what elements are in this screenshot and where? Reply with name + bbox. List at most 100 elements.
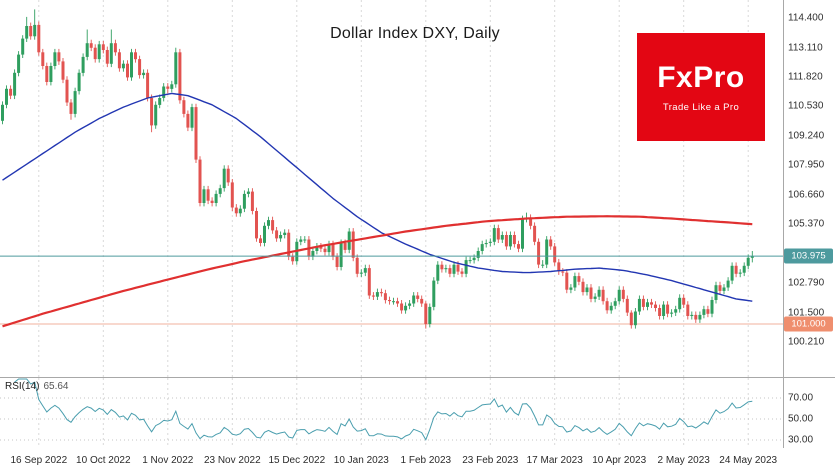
- candle-down: [65, 79, 69, 103]
- candle-down: [666, 304, 670, 314]
- candle-down: [456, 264, 460, 272]
- candle-up: [746, 257, 750, 266]
- candle-up: [674, 309, 678, 313]
- candle-up: [33, 24, 37, 37]
- price-axis-label: 101.500: [788, 307, 825, 319]
- candle-down: [517, 244, 520, 249]
- candle-up: [436, 264, 440, 281]
- candle-up: [97, 44, 101, 60]
- candle-up: [85, 43, 89, 57]
- candle-up: [726, 280, 730, 288]
- rsi-axis-label: 50.00: [788, 413, 814, 425]
- candle-down: [529, 217, 533, 226]
- candle-up: [202, 189, 206, 203]
- candle-down: [718, 285, 722, 291]
- candle-down: [440, 264, 444, 270]
- candle-up: [573, 276, 577, 288]
- fxpro-logo-text: FxPro: [657, 61, 745, 94]
- time-axis[interactable]: 16 Sep 2022 10 Oct 2022 1 Nov 2022 23 Nov 2…: [0, 448, 835, 470]
- candle-up: [339, 243, 343, 267]
- candle-down: [61, 61, 65, 80]
- candle-up: [242, 193, 246, 209]
- candle-down: [101, 44, 105, 50]
- price-axis-label: 107.950: [788, 159, 825, 171]
- candle-down: [654, 304, 657, 308]
- time-axis-label: 15 Dec 2022: [268, 455, 326, 466]
- price-axis-separator: [783, 0, 784, 448]
- candle-down: [178, 52, 182, 101]
- time-axis-label: 10 Apr 2023: [592, 455, 647, 466]
- candle-up: [77, 72, 81, 92]
- support-level-badge: 101.000: [784, 316, 833, 332]
- price-axis-label: 106.660: [788, 189, 825, 201]
- candle-down: [343, 243, 347, 250]
- price-axis-label: 113.110: [788, 42, 823, 53]
- candle-up: [464, 260, 468, 274]
- candle-down: [186, 113, 190, 128]
- candle-up: [710, 300, 714, 314]
- candle-down: [565, 272, 569, 290]
- candle-up: [375, 292, 379, 297]
- candle-down: [625, 298, 629, 313]
- rsi-plot[interactable]: [0, 378, 783, 448]
- time-axis-label: 1 Nov 2022: [142, 455, 194, 466]
- fxpro-logo-tagline: Trade Like a Pro: [662, 102, 740, 113]
- price-axis[interactable]: 114.400 113.110 111.820 110.530 109.240 107.9…: [783, 0, 835, 448]
- candle-down: [351, 231, 355, 258]
- candle-up: [49, 66, 53, 82]
- candle-up: [303, 239, 307, 241]
- candle-down: [57, 52, 61, 62]
- candle-down: [400, 303, 404, 311]
- candle-down: [694, 314, 698, 320]
- candle-up: [750, 256, 754, 258]
- candle-up: [25, 26, 29, 39]
- time-axis-label: 1 Feb 2023: [400, 455, 452, 466]
- price-axis-label: 109.240: [788, 130, 825, 142]
- rsi-line: [14, 378, 753, 441]
- candle-down: [589, 287, 593, 299]
- price-axis-label: 105.370: [788, 218, 825, 230]
- candle-up: [670, 312, 674, 314]
- candle-up: [238, 208, 242, 214]
- candle-down: [379, 292, 383, 294]
- candle-up: [170, 84, 174, 89]
- candle-up: [722, 287, 726, 291]
- candle-up: [678, 297, 682, 310]
- candle-up: [646, 302, 649, 307]
- candle-down: [45, 66, 49, 82]
- time-axis-label: 23 Nov 2022: [203, 455, 261, 466]
- candle-up: [154, 104, 158, 126]
- candle-up: [637, 298, 641, 312]
- candle-up: [476, 251, 480, 258]
- candle-up: [299, 239, 303, 242]
- candle-down: [250, 191, 254, 211]
- candle-up: [500, 235, 504, 240]
- candle-down: [166, 86, 170, 89]
- candle-up: [488, 241, 492, 243]
- candle-down: [496, 228, 500, 240]
- candle-up: [452, 264, 456, 274]
- candle-down: [396, 301, 399, 304]
- candle-down: [117, 52, 121, 69]
- candle-down: [367, 268, 371, 296]
- candle-down: [734, 265, 738, 274]
- candle-down: [577, 276, 581, 282]
- price-axis-label: 110.530: [788, 100, 824, 112]
- candle-down: [331, 244, 335, 257]
- pane-separator[interactable]: [0, 377, 835, 378]
- time-axis-label: 10 Jan 2023: [333, 455, 389, 466]
- time-axis-label: 17 Mar 2023: [526, 455, 583, 466]
- main-price-plot[interactable]: [0, 0, 783, 377]
- candle-up: [468, 260, 472, 262]
- candle-down: [9, 88, 13, 96]
- candle-down: [113, 43, 117, 53]
- candle-down: [271, 220, 275, 231]
- candle-up: [545, 239, 549, 265]
- candle-up: [267, 220, 270, 226]
- price-axis-label: 111.820: [788, 71, 823, 83]
- candle-up: [263, 225, 266, 243]
- candle-up: [1, 104, 4, 121]
- rsi-indicator-name: RSI(14): [5, 381, 40, 392]
- candle-up: [130, 52, 133, 78]
- candle-down: [41, 52, 45, 66]
